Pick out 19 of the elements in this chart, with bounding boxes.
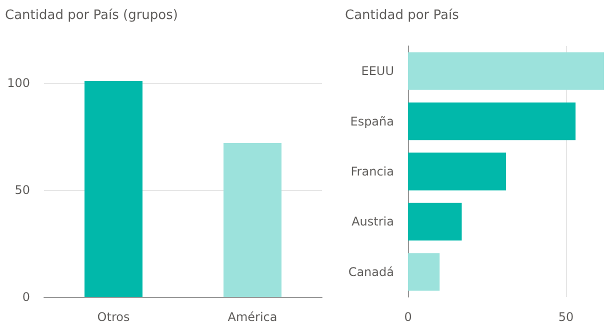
x-tick-label: 50 [558,310,574,324]
bar [408,102,576,140]
bar [408,202,462,241]
x-tick-label: Otros [97,310,130,324]
chart-title: Cantidad por País [345,8,460,23]
y-tick-label: EEUU [361,64,394,78]
y-tick-label: Austria [352,214,394,229]
x-tick-label: América [228,310,278,324]
y-tick-label: 50 [14,183,30,198]
bar [408,152,506,190]
y-tick-label: España [350,114,394,128]
chart-title: Cantidad por País (grupos) [5,8,178,23]
y-tick-label: Canadá [348,264,394,279]
bar [408,253,440,291]
x-tick-label: 0 [404,310,412,324]
y-tick-label: 100 [7,76,30,90]
bar [408,52,604,90]
y-tick-label: 0 [22,290,30,304]
y-tick-label: Francia [350,164,394,178]
